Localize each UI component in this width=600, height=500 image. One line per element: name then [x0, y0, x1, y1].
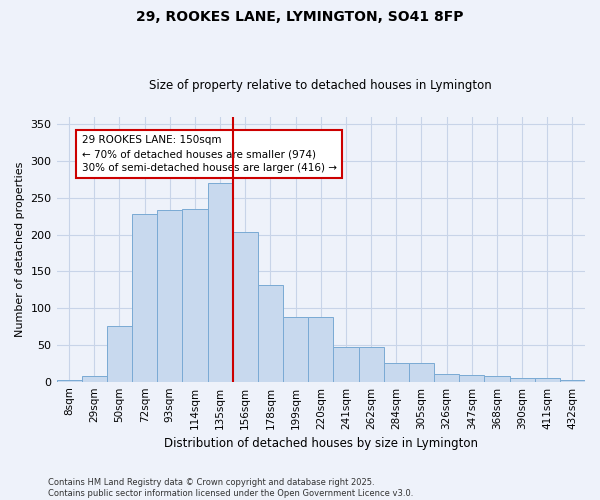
- Bar: [308, 317, 334, 382]
- Bar: [434, 374, 459, 382]
- Bar: [182, 209, 208, 382]
- Bar: [82, 376, 107, 382]
- Bar: [208, 183, 233, 382]
- Bar: [359, 347, 383, 382]
- Bar: [233, 232, 258, 382]
- Bar: [383, 364, 409, 382]
- Bar: [56, 380, 82, 382]
- Bar: [484, 376, 509, 382]
- Y-axis label: Number of detached properties: Number of detached properties: [15, 162, 25, 337]
- Bar: [459, 375, 484, 382]
- Bar: [334, 347, 359, 382]
- Bar: [258, 286, 283, 382]
- Text: 29, ROOKES LANE, LYMINGTON, SO41 8FP: 29, ROOKES LANE, LYMINGTON, SO41 8FP: [136, 10, 464, 24]
- Bar: [509, 378, 535, 382]
- Bar: [157, 210, 182, 382]
- Text: 29 ROOKES LANE: 150sqm
← 70% of detached houses are smaller (974)
30% of semi-de: 29 ROOKES LANE: 150sqm ← 70% of detached…: [82, 135, 337, 173]
- Text: Contains HM Land Registry data © Crown copyright and database right 2025.
Contai: Contains HM Land Registry data © Crown c…: [48, 478, 413, 498]
- Bar: [560, 380, 585, 382]
- X-axis label: Distribution of detached houses by size in Lymington: Distribution of detached houses by size …: [164, 437, 478, 450]
- Title: Size of property relative to detached houses in Lymington: Size of property relative to detached ho…: [149, 79, 492, 92]
- Bar: [409, 364, 434, 382]
- Bar: [107, 326, 132, 382]
- Bar: [132, 214, 157, 382]
- Bar: [283, 317, 308, 382]
- Bar: [535, 378, 560, 382]
